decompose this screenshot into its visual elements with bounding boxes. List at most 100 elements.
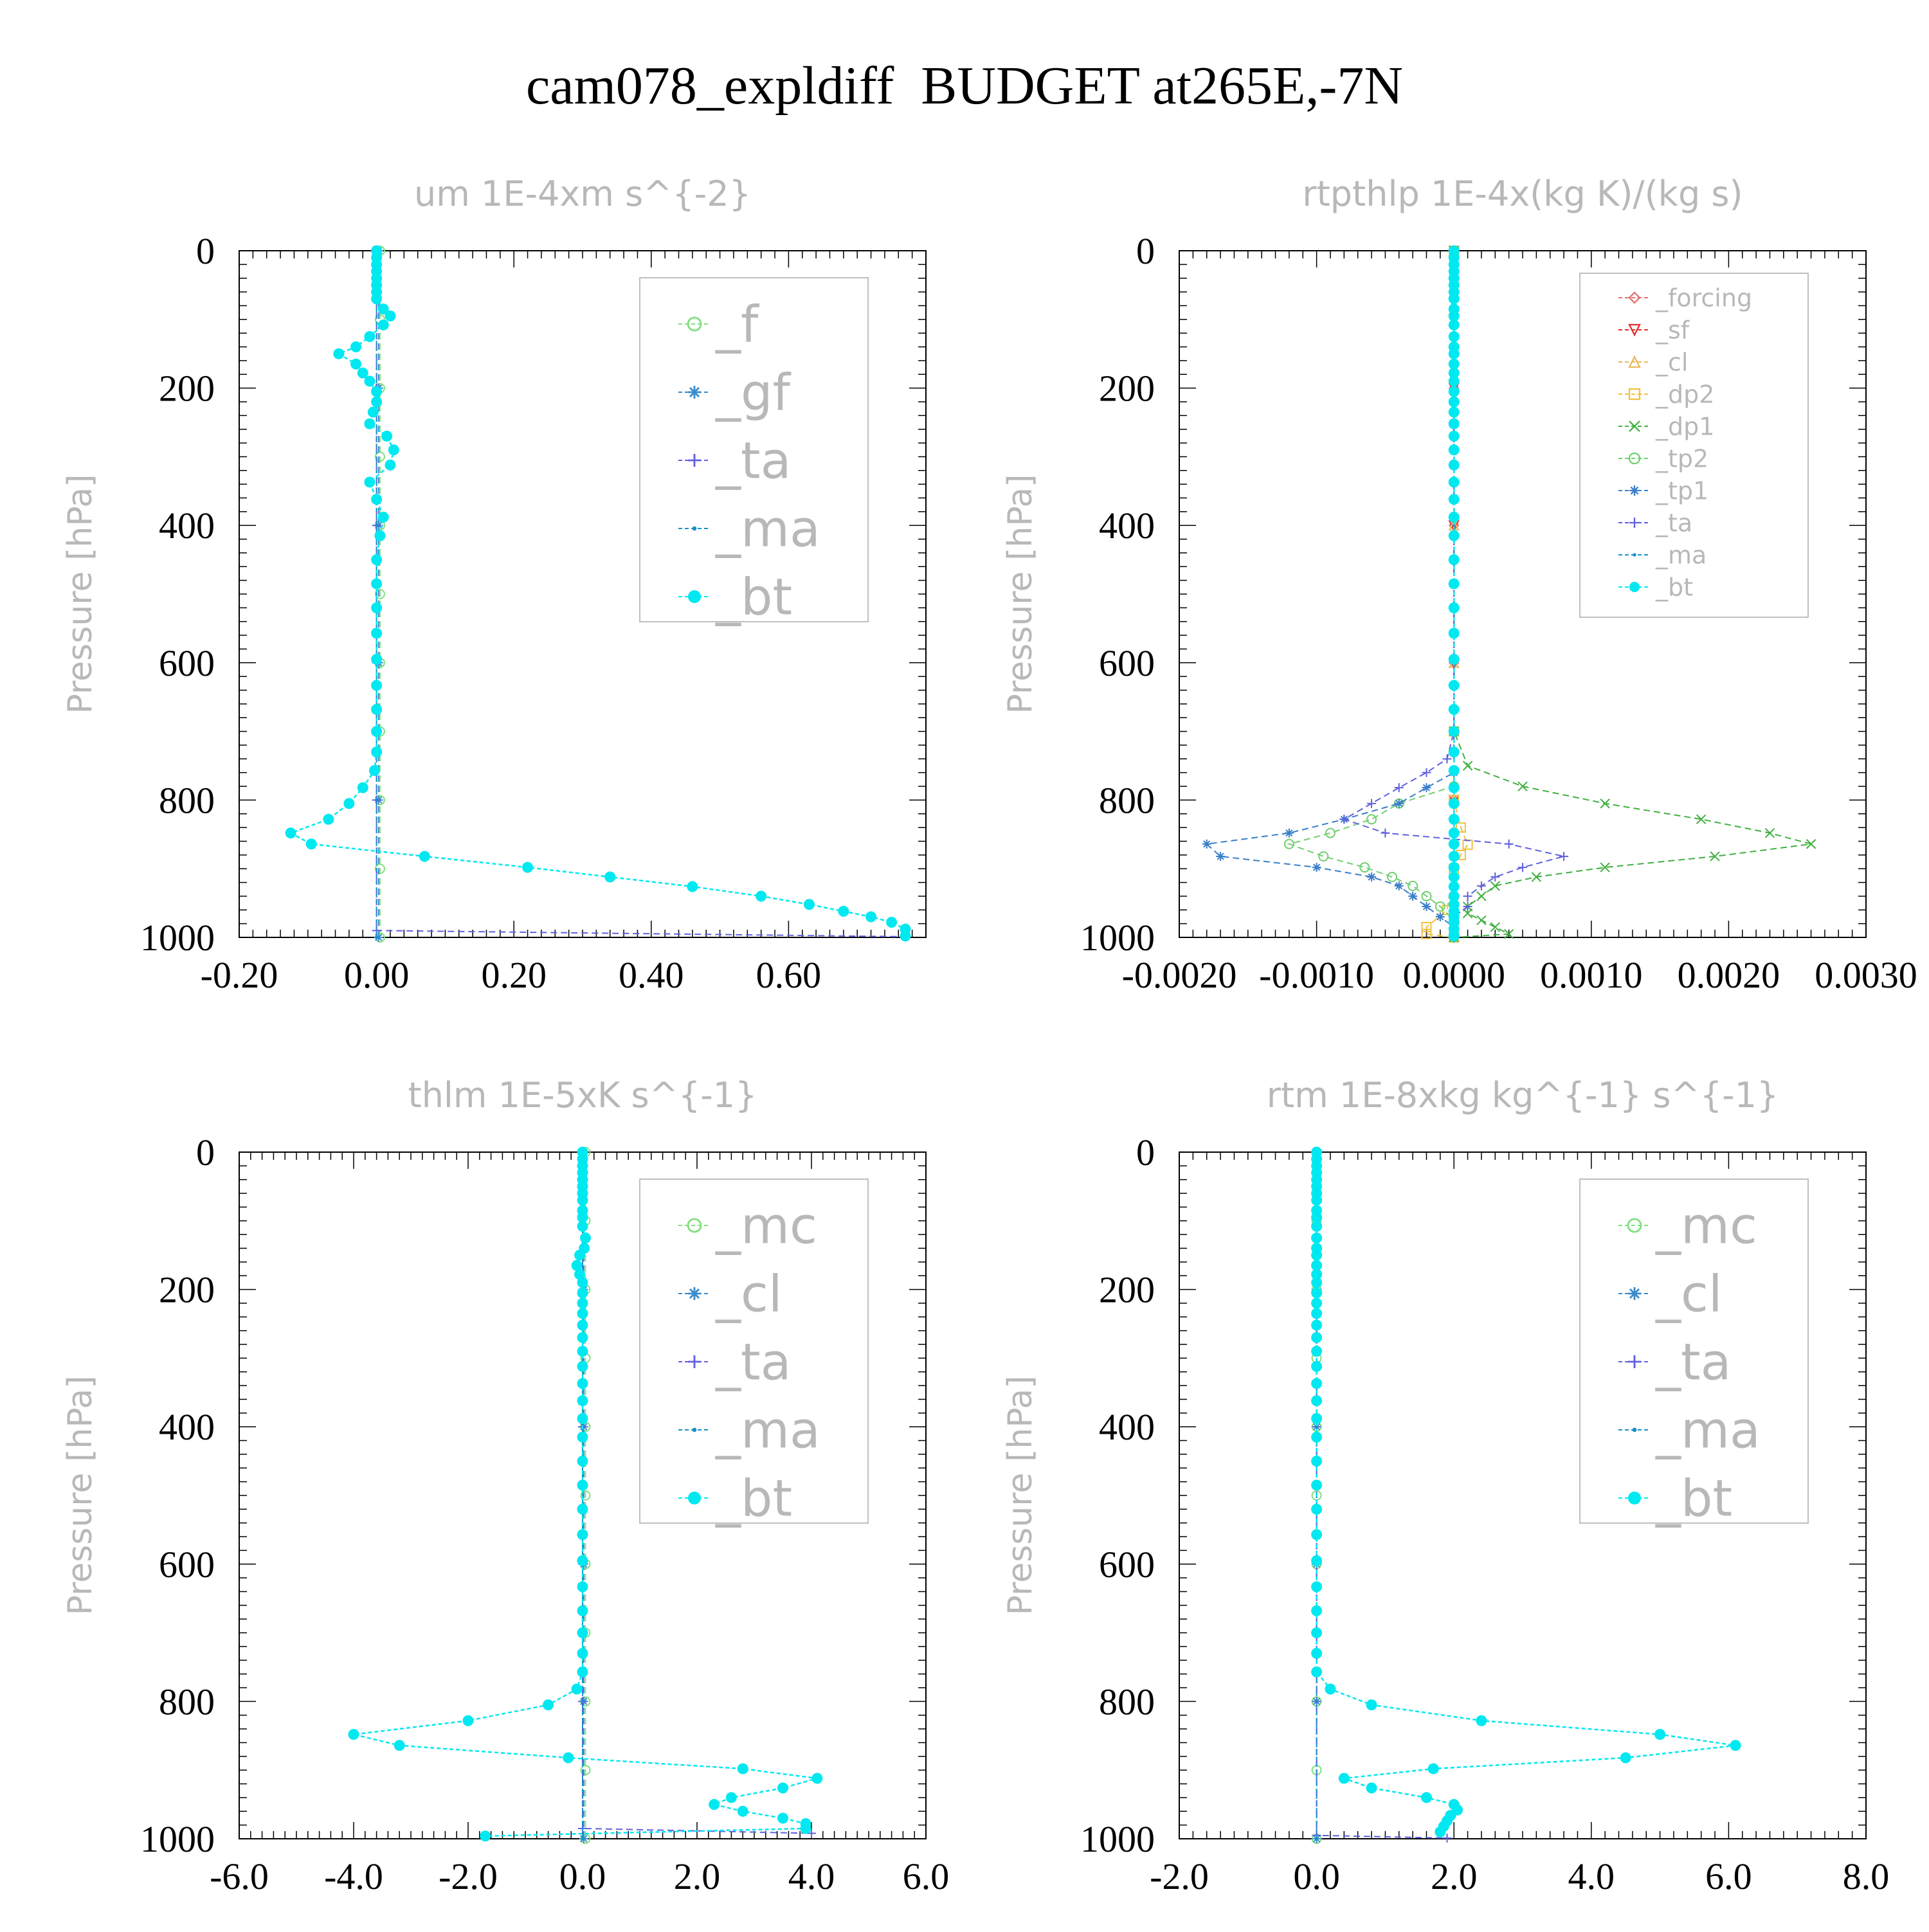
y-tick-label: 1000 [140,1818,215,1860]
data-point [1448,444,1460,456]
x-tick-label: 4.0 [1568,1855,1615,1897]
data-point [1394,881,1404,890]
data-point [1503,928,1514,939]
legend-label: _tp1 [1655,476,1708,505]
x-tick-label: -2.0 [439,1855,498,1897]
data-point [374,451,385,462]
legend-label: _bt [715,1470,792,1528]
data-point [1421,921,1432,932]
data-point [800,1823,811,1834]
data-point [577,1529,588,1540]
panel-title: thlm 1E-5xK s^{-1} [408,1075,757,1115]
data-point [1442,754,1452,764]
data-point [522,862,534,873]
data-point [1311,1259,1323,1271]
data-point [1311,1605,1323,1616]
data-point [1462,839,1473,850]
data-point [1806,839,1816,849]
data-point [385,459,396,471]
x-tick-label: -0.0010 [1259,954,1374,996]
data-point [375,799,378,802]
data-point [1325,1683,1336,1695]
data-point [604,871,616,883]
legend-marker [1629,420,1640,432]
data-point [577,1195,588,1206]
data-point [371,554,383,566]
data-point [1463,901,1472,911]
data-point [1311,1249,1323,1261]
data-point [1476,891,1487,901]
panel-3: -6.0 -4.0 -2.0 0.0 2.0 4.0 6.0 0 200 400 600 800 100… [61,1075,949,1897]
data-point [1452,523,1456,527]
panel-4: -2.0 0.0 2.0 4.0 6.0 8.0 0 200 400 600 800 1000 rtm … [1001,1075,1889,1897]
data-point [357,367,368,379]
data-point [1311,1220,1323,1232]
data-point [577,1503,588,1515]
data-point [1490,881,1500,891]
data-point [1311,1346,1323,1357]
y-tick-label: 0 [1136,230,1155,272]
data-point [1448,511,1460,523]
panel-title: um 1E-4xm s^{-2} [414,174,751,214]
data-point [1202,839,1211,849]
legend-label: _ta [1655,1333,1731,1391]
data-point [371,494,383,505]
data-point [865,911,877,923]
legend-label: _bt [1655,573,1693,601]
data-point [1448,530,1460,541]
data-point [1448,578,1460,590]
legend-label: _ma [1655,1402,1761,1459]
legend-marker [1628,355,1641,368]
data-point [1600,862,1610,872]
data-point [1311,1287,1323,1299]
legend-box [639,1178,869,1524]
x-tick-label: 0.0020 [1678,954,1780,996]
x-tick-label: -6.0 [210,1855,269,1897]
data-point [579,1232,591,1243]
data-point [577,1220,588,1232]
data-point [574,1268,586,1280]
data-point [364,331,376,342]
data-point [1476,1715,1487,1726]
data-point [350,358,362,370]
legend-marker [1629,518,1640,528]
data-point [371,627,383,639]
legend-label: _mc [715,1197,817,1255]
data-point [709,1799,720,1810]
y-tick-label: 400 [159,1406,215,1448]
data-point [1284,828,1294,838]
series-line [1205,251,1455,937]
data-point [1339,815,1349,824]
data-point [1315,1837,1318,1841]
data-point [371,396,383,408]
legend-marker [1629,582,1640,592]
legend: _mc _cl _ta _ma _bt [1579,1178,1809,1528]
data-point [577,1308,588,1319]
y-tick-label: 600 [159,1544,215,1585]
data-point [1311,1581,1323,1593]
legend-label: _dp1 [1655,412,1714,440]
data-point [377,303,389,315]
legend-label: _ta [715,432,791,490]
data-point [1311,1503,1323,1515]
data-point [1366,1782,1377,1794]
data-point [1311,1308,1323,1319]
data-point [571,1683,583,1695]
data-point [1518,863,1527,872]
data-point [1476,915,1487,926]
panel-title: rtpthlp 1E-4x(kg K)/(kg s) [1302,174,1743,214]
legend-marker [692,1427,697,1432]
data-point [1311,1277,1323,1288]
data-point [1311,1268,1323,1280]
data-point [1448,386,1460,397]
data-point [1448,838,1460,850]
data-point [577,1287,588,1299]
data-point [577,1395,588,1407]
data-point [1490,922,1500,932]
data-point [371,293,383,305]
legend-marker [1628,1287,1641,1300]
data-point [1448,459,1460,471]
data-point [1394,799,1404,808]
legend-label: _f [715,296,759,354]
